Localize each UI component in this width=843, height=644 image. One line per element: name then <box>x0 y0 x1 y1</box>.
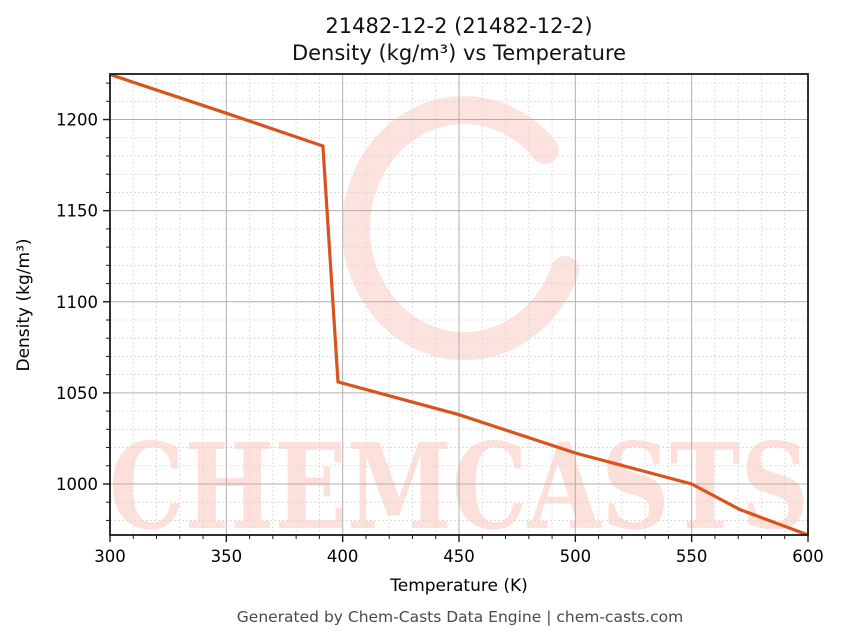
x-axis-label: Temperature (K) <box>390 576 528 596</box>
svg-text:1150: 1150 <box>56 202 98 221</box>
svg-text:350: 350 <box>211 547 243 566</box>
data-series <box>110 74 808 535</box>
chart-title-line2: Density (kg/m³) vs Temperature <box>291 41 627 65</box>
chart-title-line1: 21482-12-2 (21482-12-2) <box>325 14 593 38</box>
footer-credit: Generated by Chem-Casts Data Engine | ch… <box>236 608 684 626</box>
svg-text:1000: 1000 <box>56 475 98 494</box>
svg-text:1100: 1100 <box>56 293 98 312</box>
svg-text:1200: 1200 <box>56 111 98 130</box>
svg-text:1050: 1050 <box>56 384 98 403</box>
svg-text:550: 550 <box>676 547 708 566</box>
svg-text:600: 600 <box>792 547 824 566</box>
y-axis-label: Density (kg/m³) <box>14 238 34 372</box>
tick-labels: 300 350 400 450 500 550 600 1000 1050 1100 1150 120… <box>56 111 824 566</box>
svg-text:450: 450 <box>443 547 475 566</box>
svg-text:300: 300 <box>94 547 126 566</box>
svg-text:500: 500 <box>560 547 592 566</box>
svg-text:400: 400 <box>327 547 359 566</box>
axis-ticks <box>103 82 809 542</box>
